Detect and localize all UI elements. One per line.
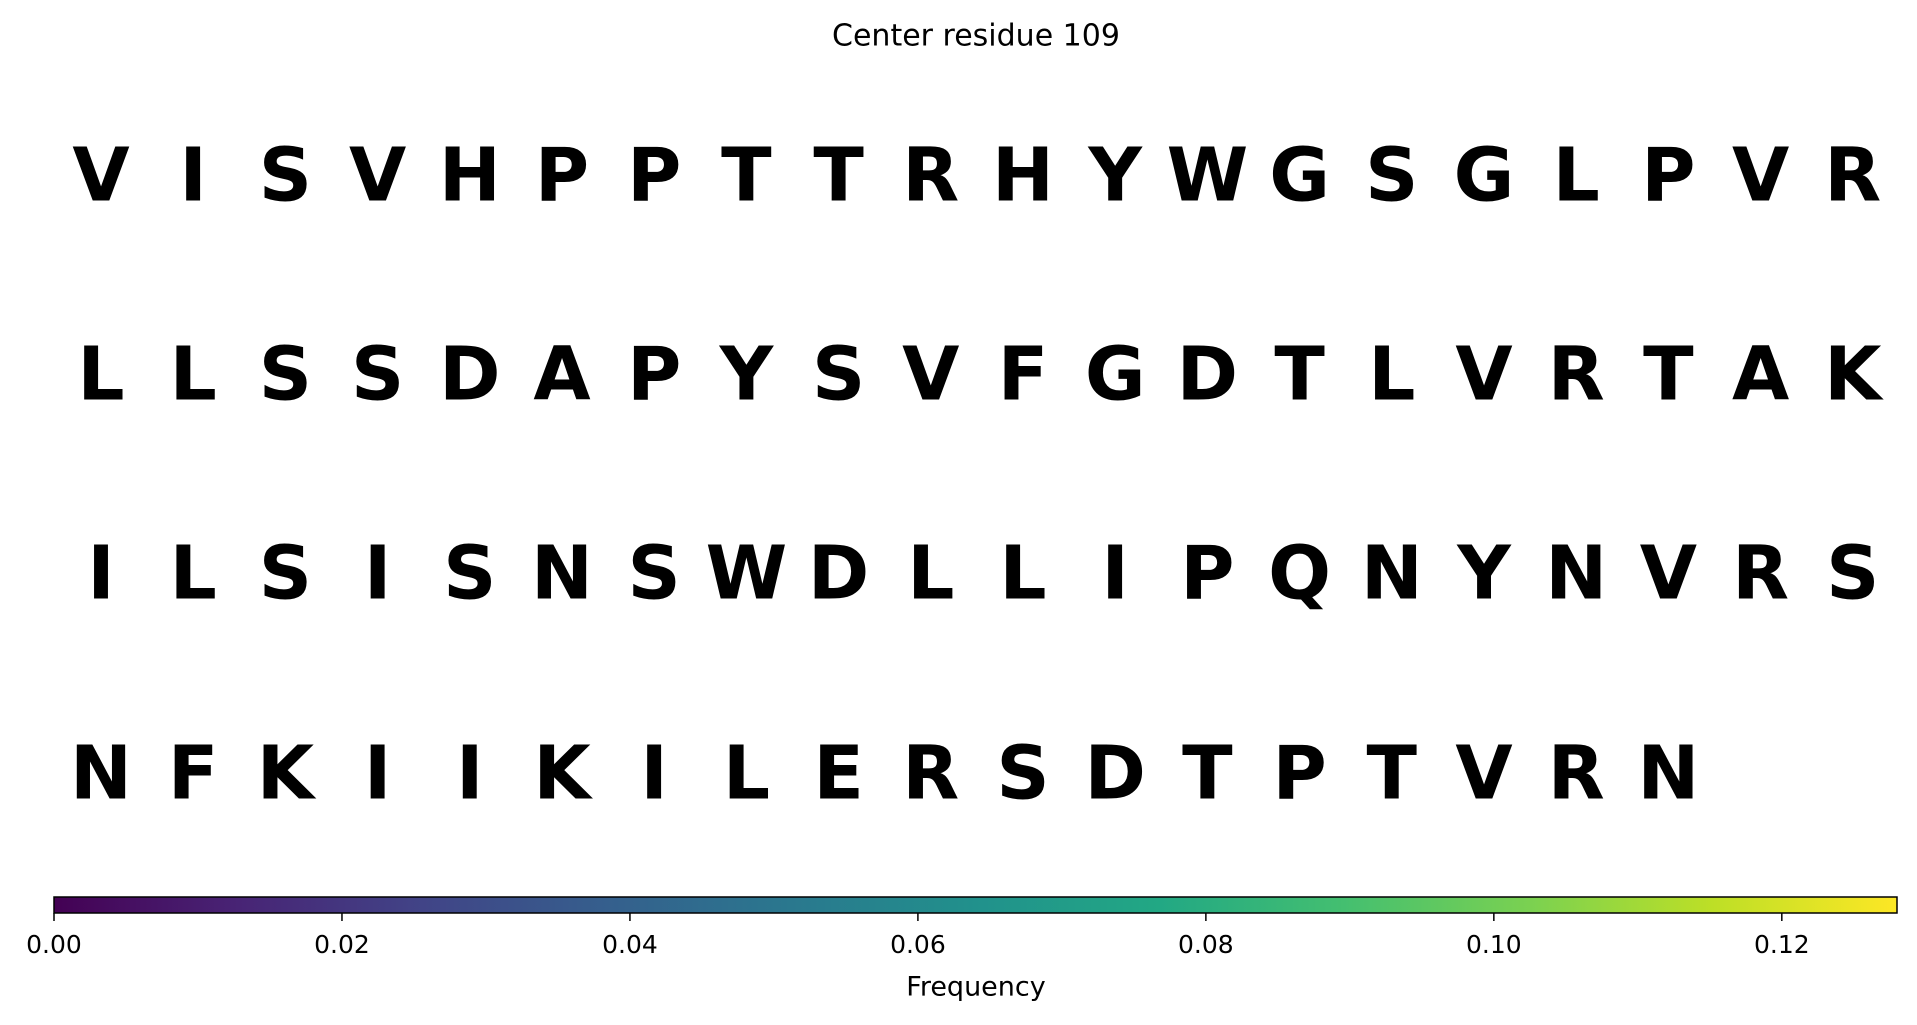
- residue-letter: P: [535, 133, 589, 219]
- residue-letter: R: [902, 731, 959, 817]
- residue-letter: V: [1640, 531, 1697, 617]
- residue-letter: R: [1824, 133, 1881, 219]
- x-tick-label: 0.00: [26, 930, 82, 959]
- residue-letter: F: [998, 332, 1049, 418]
- residue-letter: P: [1641, 133, 1695, 219]
- residue-letter: Y: [1087, 133, 1143, 219]
- colorbar-label: Frequency: [906, 972, 1046, 1003]
- colorbar: [53, 896, 1898, 914]
- residue-letter: T: [721, 133, 772, 219]
- x-tick-label: 0.04: [602, 930, 658, 959]
- residue-letter: P: [627, 133, 681, 219]
- residue-letter: R: [1548, 332, 1605, 418]
- residue-letter: V: [1455, 332, 1512, 418]
- residue-letter: T: [1274, 332, 1325, 418]
- residue-letter: H: [992, 133, 1054, 219]
- residue-letter: Y: [1456, 531, 1512, 617]
- residue-letter: N: [531, 531, 593, 617]
- residue-letter: N: [1637, 731, 1699, 817]
- residue-letter: I: [1101, 531, 1129, 617]
- residue-letter: S: [1365, 133, 1418, 219]
- residue-letter: K: [1824, 332, 1884, 418]
- residue-letter: L: [723, 731, 770, 817]
- residue-letter: V: [902, 332, 959, 418]
- residue-letter: P: [1272, 731, 1326, 817]
- residue-letter: I: [364, 731, 392, 817]
- residue-letter: V: [1455, 731, 1512, 817]
- residue-letter: S: [443, 531, 496, 617]
- residue-letter: V: [72, 133, 129, 219]
- residue-letter: G: [1269, 133, 1330, 219]
- residue-letter: P: [1180, 531, 1234, 617]
- residue-letter: A: [533, 332, 590, 418]
- residue-letter: I: [87, 531, 115, 617]
- residue-letter: L: [170, 332, 217, 418]
- residue-letter: S: [628, 531, 681, 617]
- x-tick-label: 0.08: [1178, 930, 1234, 959]
- residue-letter: S: [1826, 531, 1879, 617]
- residue-letter: S: [812, 332, 865, 418]
- residue-letter: L: [1553, 133, 1600, 219]
- residue-letter: E: [813, 731, 864, 817]
- residue-letter: T: [1182, 731, 1233, 817]
- residue-letter: R: [902, 133, 959, 219]
- residue-letter: W: [706, 531, 788, 617]
- residue-letter: R: [1548, 731, 1605, 817]
- residue-letter: L: [170, 531, 217, 617]
- residue-letter: I: [364, 531, 392, 617]
- residue-letter: Q: [1268, 531, 1331, 617]
- residue-letter: T: [813, 133, 864, 219]
- residue-letter: T: [1367, 731, 1418, 817]
- residue-letter: I: [179, 133, 207, 219]
- residue-letter: T: [1643, 332, 1694, 418]
- residue-letter: D: [439, 332, 500, 418]
- residue-letter: N: [1545, 531, 1607, 617]
- residue-letter: K: [533, 731, 593, 817]
- residue-letter: H: [439, 133, 501, 219]
- residue-letter: R: [1732, 531, 1789, 617]
- x-tick-label: 0.10: [1466, 930, 1522, 959]
- residue-letter: G: [1085, 332, 1146, 418]
- residue-letter: K: [257, 731, 317, 817]
- residue-letter: Y: [719, 332, 775, 418]
- residue-letter: S: [351, 332, 404, 418]
- residue-letter: V: [1732, 133, 1789, 219]
- residue-letter: I: [640, 731, 668, 817]
- x-tick-label: 0.06: [890, 930, 946, 959]
- residue-letter: L: [999, 531, 1046, 617]
- residue-letter: I: [456, 731, 484, 817]
- x-tick-label: 0.02: [314, 930, 370, 959]
- residue-letter: S: [259, 531, 312, 617]
- residue-letter: G: [1454, 133, 1515, 219]
- x-tick-label: 0.12: [1754, 930, 1810, 959]
- residue-letter: D: [808, 531, 869, 617]
- residue-letter: S: [996, 731, 1049, 817]
- residue-letter: A: [1732, 332, 1789, 418]
- residue-letter: D: [1084, 731, 1145, 817]
- residue-letter: L: [77, 332, 124, 418]
- residue-letter: P: [627, 332, 681, 418]
- residue-letter: S: [259, 332, 312, 418]
- chart-title: Center residue 109: [832, 19, 1120, 54]
- residue-letter: D: [1177, 332, 1238, 418]
- residue-letter: F: [168, 731, 219, 817]
- residue-letter: L: [1368, 332, 1415, 418]
- residue-letter: V: [349, 133, 406, 219]
- residue-letter: N: [1361, 531, 1423, 617]
- residue-letter: S: [259, 133, 312, 219]
- residue-letter: L: [907, 531, 954, 617]
- residue-letter: W: [1167, 133, 1249, 219]
- residue-letter: N: [70, 731, 132, 817]
